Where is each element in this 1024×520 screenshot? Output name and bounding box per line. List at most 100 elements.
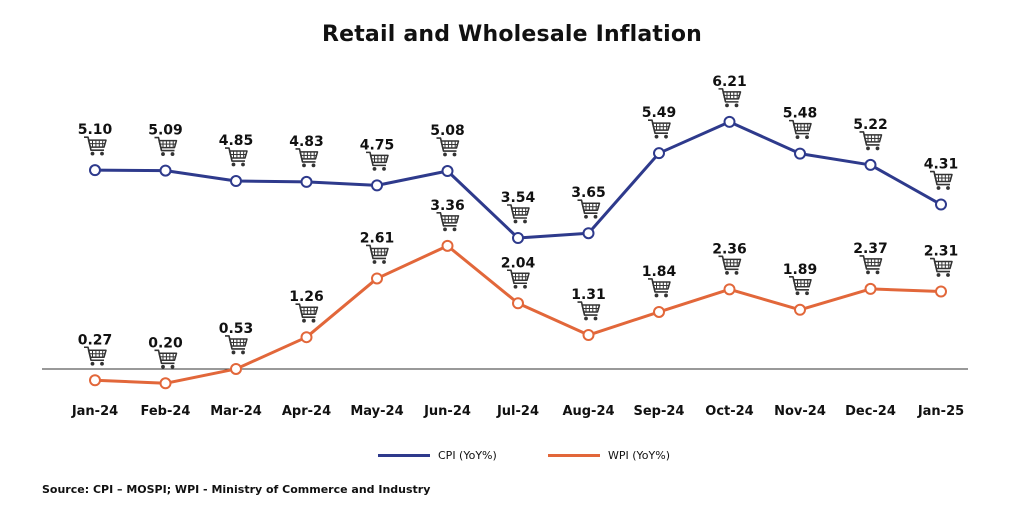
x-tick-label: Jun-24 xyxy=(423,404,471,419)
data-label: 4.85 xyxy=(219,133,254,149)
x-tick-label: Oct-24 xyxy=(705,404,753,419)
legend-label-wpi: WPI (YoY%) xyxy=(608,449,670,462)
data-label: 1.89 xyxy=(783,262,818,278)
shopping-cart-icon xyxy=(859,255,883,275)
data-label: 5.49 xyxy=(642,105,677,121)
data-label: 5.09 xyxy=(148,123,183,139)
data-point xyxy=(371,272,383,285)
shopping-cart-icon xyxy=(225,335,248,355)
chart-title: Retail and Wholesale Inflation xyxy=(321,22,703,47)
data-point xyxy=(935,285,947,298)
legend-swatch-wpi xyxy=(548,454,600,457)
legend: CPI (YoY%) WPI (YoY%) xyxy=(0,449,1024,467)
shopping-cart-icon xyxy=(648,119,671,139)
data-point xyxy=(864,158,877,171)
data-point xyxy=(864,282,877,295)
x-tick-label: May-24 xyxy=(350,404,403,419)
shopping-cart-icon xyxy=(718,88,742,108)
x-tick-label: Nov-24 xyxy=(774,404,826,419)
shopping-cart-icon xyxy=(930,170,953,190)
data-label: 1.84 xyxy=(642,264,677,280)
legend-item-cpi: CPI (YoY%) xyxy=(378,449,497,462)
x-tick-label: Apr-24 xyxy=(282,404,331,419)
legend-label-cpi: CPI (YoY%) xyxy=(438,449,497,462)
data-label: 2.36 xyxy=(712,241,747,257)
x-tick-label: Feb-24 xyxy=(141,404,191,419)
data-label: 2.04 xyxy=(501,255,536,271)
data-point xyxy=(512,232,524,245)
data-point xyxy=(159,377,172,390)
shopping-cart-icon xyxy=(84,136,107,156)
shopping-cart-icon xyxy=(789,275,812,296)
x-tick-label: Jul-24 xyxy=(496,404,539,419)
shopping-cart-icon xyxy=(648,278,671,298)
data-label: 4.75 xyxy=(360,137,395,153)
shopping-cart-icon xyxy=(577,199,601,219)
data-point xyxy=(723,115,736,128)
data-label: 2.61 xyxy=(360,230,395,246)
data-point xyxy=(230,175,242,188)
data-point xyxy=(582,227,595,240)
data-label: 1.31 xyxy=(571,287,606,303)
x-tick-label: Dec-24 xyxy=(845,404,896,419)
data-label: 5.10 xyxy=(78,122,113,138)
data-point xyxy=(89,164,101,177)
data-point xyxy=(653,147,665,160)
data-label: 3.65 xyxy=(571,185,606,201)
data-point xyxy=(582,329,595,342)
data-label: 0.27 xyxy=(78,332,113,348)
data-point xyxy=(441,165,454,178)
data-point xyxy=(935,198,947,211)
shopping-cart-icon xyxy=(859,131,883,151)
shopping-cart-icon xyxy=(577,301,601,321)
shopping-cart-icon xyxy=(436,212,460,232)
data-point xyxy=(723,283,736,296)
data-point xyxy=(653,305,665,318)
data-point xyxy=(230,362,242,375)
shopping-cart-icon xyxy=(295,148,319,168)
shopping-cart-icon xyxy=(718,255,742,275)
data-label: 1.26 xyxy=(289,289,324,305)
shopping-cart-icon xyxy=(84,346,107,366)
data-label: 6.21 xyxy=(712,74,747,90)
shopping-cart-icon xyxy=(154,349,178,369)
shopping-cart-icon xyxy=(507,269,530,289)
shopping-cart-icon xyxy=(225,147,248,167)
shopping-cart-icon xyxy=(436,137,460,157)
shopping-cart-icon xyxy=(295,303,319,323)
shopping-cart-icon xyxy=(507,204,530,224)
data-point xyxy=(159,164,172,177)
data-label: 2.31 xyxy=(924,244,959,260)
data-point xyxy=(371,179,383,192)
data-point xyxy=(794,147,806,160)
data-label: 0.53 xyxy=(219,321,254,337)
data-label: 4.31 xyxy=(924,157,959,173)
shopping-cart-icon xyxy=(930,257,953,277)
source-note: Source: CPI – MOSPI; WPI - Ministry of C… xyxy=(42,483,431,496)
x-tick-label: Jan-25 xyxy=(917,404,964,419)
legend-item-wpi: WPI (YoY%) xyxy=(548,449,670,462)
x-tick-label: Sep-24 xyxy=(634,404,685,419)
data-point xyxy=(300,175,313,188)
shopping-cart-icon xyxy=(789,119,812,140)
data-point xyxy=(512,297,524,310)
legend-swatch-cpi xyxy=(378,454,430,457)
x-tick-label: Jan-24 xyxy=(71,404,118,419)
data-label: 0.20 xyxy=(148,335,183,351)
data-label: 5.08 xyxy=(430,123,465,139)
data-label: 5.48 xyxy=(783,106,818,122)
x-tick-label: Aug-24 xyxy=(562,404,614,419)
shopping-cart-icon xyxy=(366,244,389,264)
data-label: 2.37 xyxy=(853,241,888,257)
data-label: 3.54 xyxy=(501,190,536,206)
data-label: 4.83 xyxy=(289,134,324,150)
data-label: 3.36 xyxy=(430,198,465,214)
data-label: 5.22 xyxy=(853,117,888,133)
shopping-cart-icon xyxy=(154,136,178,156)
data-point xyxy=(300,331,313,344)
shopping-cart-icon xyxy=(366,151,389,171)
x-tick-label: Mar-24 xyxy=(210,404,262,419)
data-point xyxy=(441,239,454,252)
data-point xyxy=(794,303,806,316)
